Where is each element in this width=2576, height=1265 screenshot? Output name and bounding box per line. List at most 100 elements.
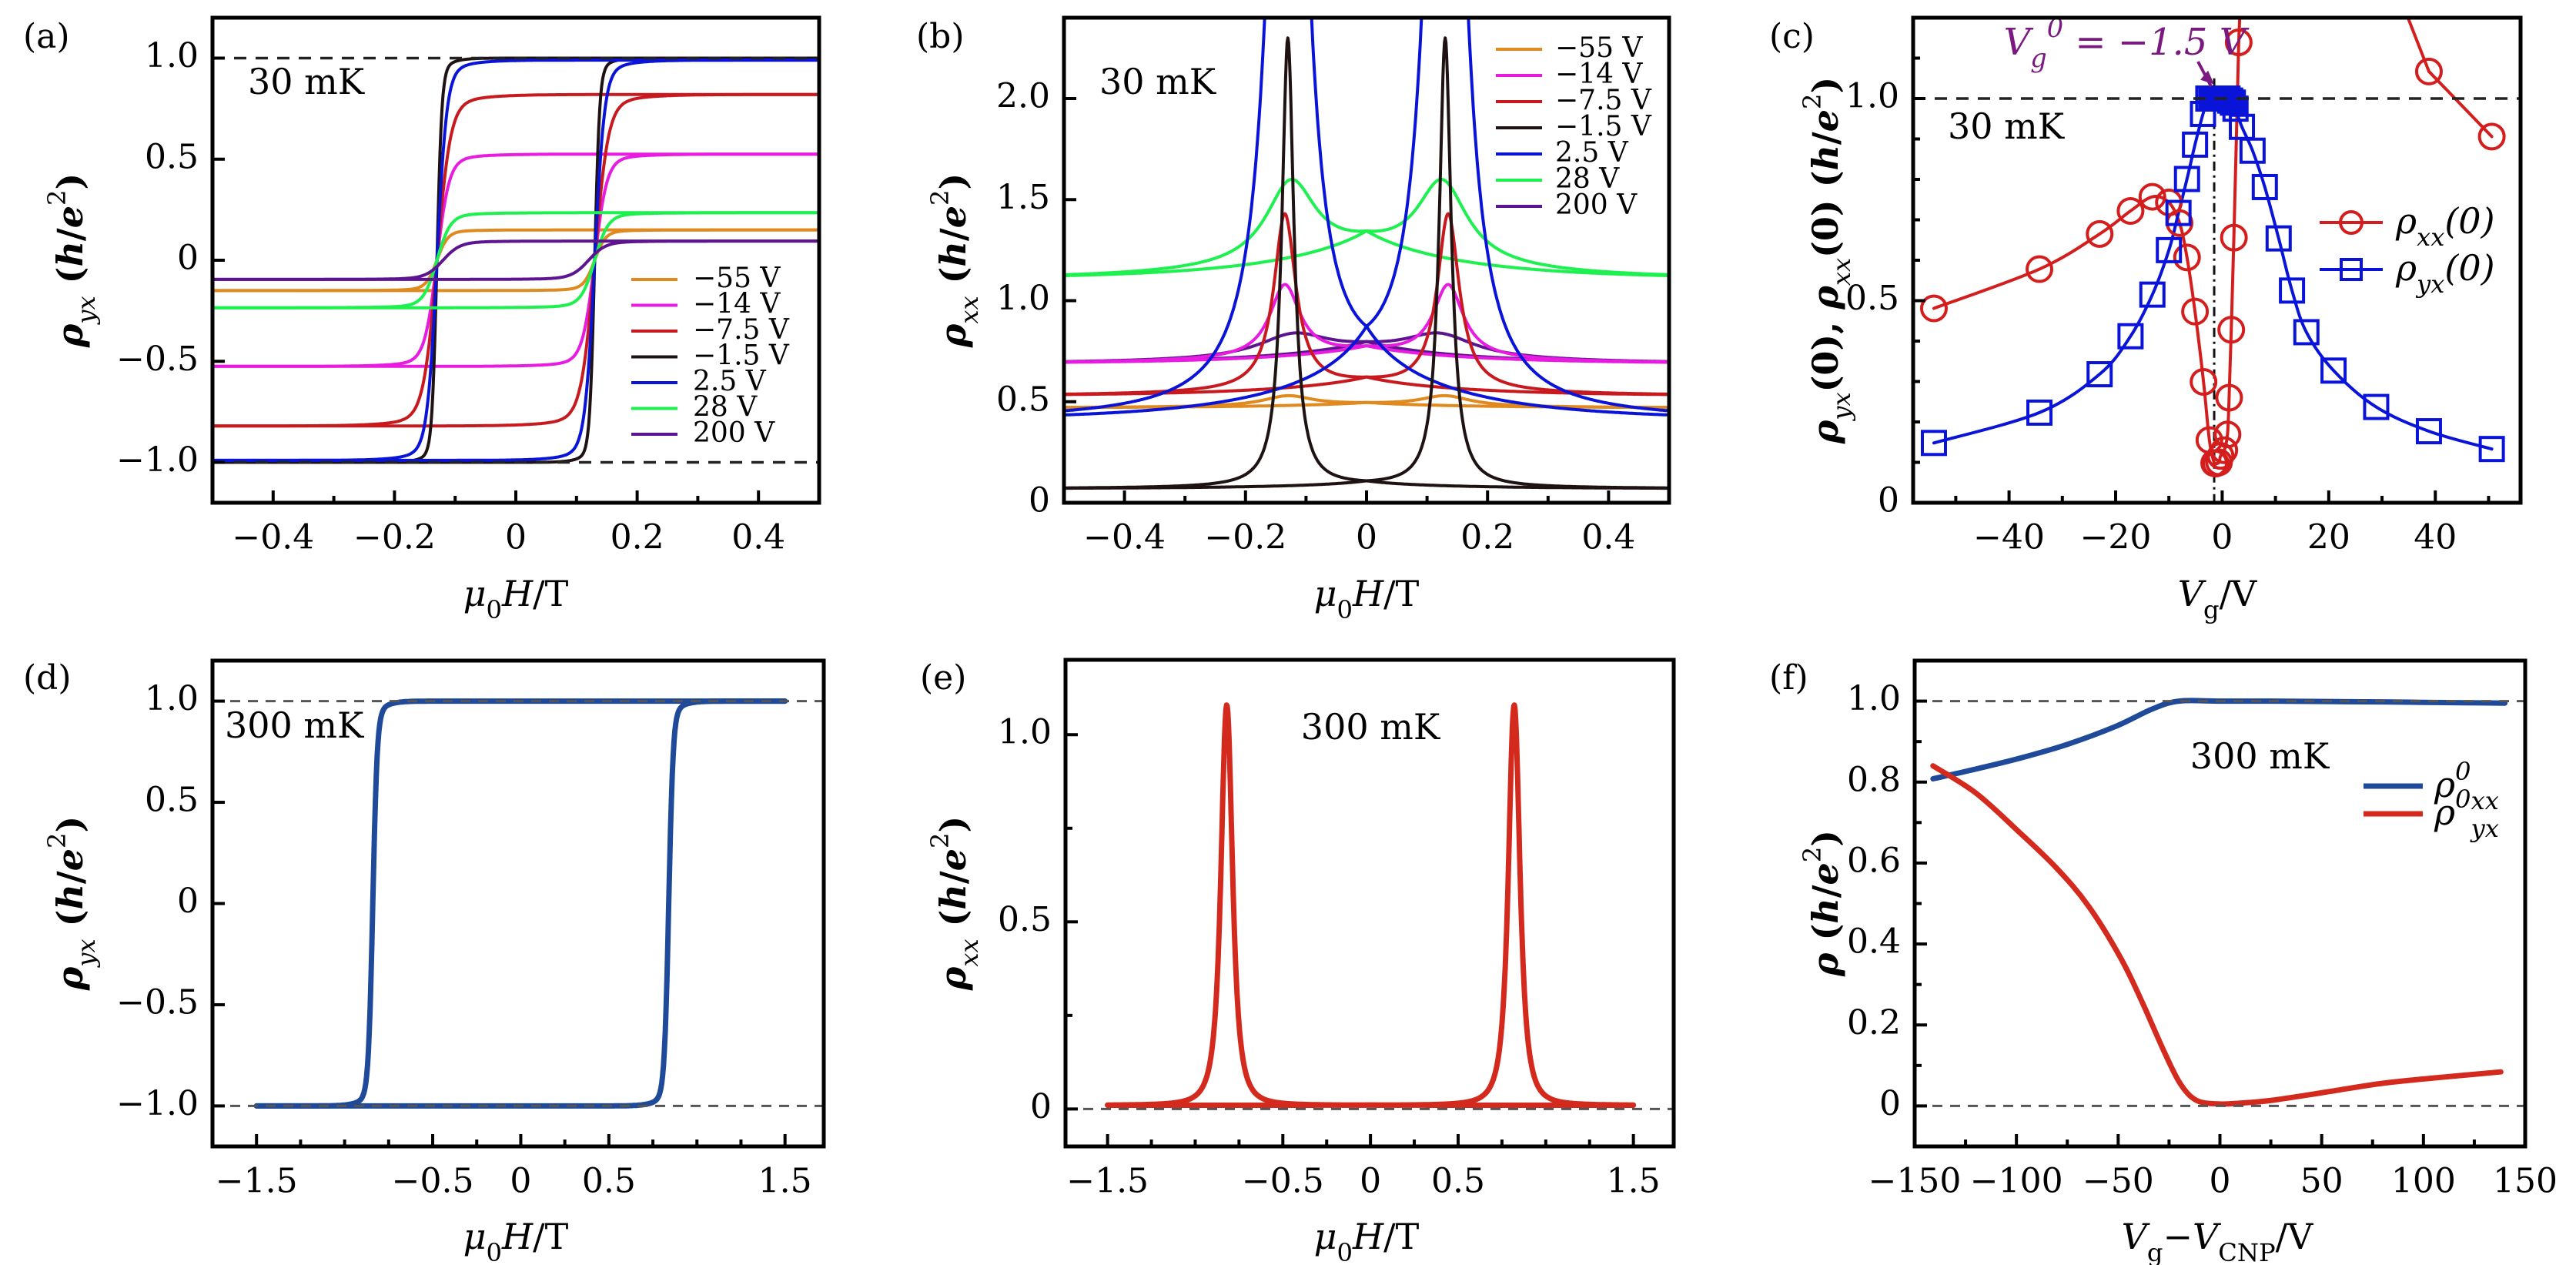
rho-yx0-marker	[2293, 319, 2320, 346]
legend-label: ρxx(0)	[2395, 200, 2495, 252]
series-yx-down-sweep	[253, 698, 788, 1109]
legend-label: 2.5 V	[1555, 137, 1629, 169]
panel-label: (d)	[23, 658, 72, 698]
y-tick-label: 0	[1030, 1087, 1052, 1126]
y-tick-label: 1.0	[998, 713, 1052, 752]
rho-xx0-marker	[2190, 368, 2218, 397]
x-tick-label: 20	[2307, 518, 2350, 557]
plot-area	[1105, 702, 1637, 1108]
plot-area	[212, 56, 819, 464]
temperature-annotation: 30 mK	[1948, 105, 2066, 147]
temperature-annotation: 300 mK	[2190, 735, 2330, 777]
series-−55V-down-sweep	[1064, 393, 1669, 410]
rho-yx0-marker	[2478, 436, 2505, 463]
rho-yx0-marker	[2117, 323, 2144, 350]
x-tick-label: −100	[1970, 1162, 2063, 1201]
panel-f: −150 −100 −50 0 50 100 150 0 0.2 0.4 0.6 0.8 1.0 Vg−V…	[1769, 658, 2558, 1265]
y-tick-label: 1.0	[145, 36, 199, 75]
x-tick-label: 0	[505, 518, 527, 557]
x-tick-label: 0.2	[611, 518, 664, 557]
axes-frame	[1912, 658, 2527, 1149]
y-tick-label: 0	[1878, 481, 1899, 520]
panel-label: (a)	[23, 17, 70, 56]
y-tick-label: 1.0	[996, 279, 1050, 318]
legend-label: −14 V	[1555, 59, 1643, 90]
temperature-annotation: 300 mK	[1301, 706, 1441, 748]
x-tick-label: 0	[2210, 1162, 2231, 1201]
rho-yx0-marker	[2279, 277, 2306, 304]
x-tick-label: 0.5	[582, 1162, 636, 1201]
y-tick-label: −1.0	[116, 440, 199, 480]
x-tick-label: −0.4	[232, 518, 314, 557]
series-2.5V-down-sweep	[1064, 18, 1669, 417]
series-rho-xx-up-sweep	[1105, 702, 1637, 1108]
x-tick-label: 1.5	[1607, 1162, 1661, 1201]
series-−1.5V-down-sweep	[1064, 36, 1669, 490]
x-tick-label: −50	[2083, 1162, 2154, 1201]
rho-xx0-marker	[2138, 182, 2166, 211]
panel-d: −1.5 −0.5 0 0.5 1.5 −1.0 −0.5 0 0.5 1.0 μ0H/T ρyx (…	[23, 658, 826, 1265]
y-axis-title: ρxx (h/e2)	[925, 173, 984, 348]
rho-yx0-marker	[2165, 199, 2192, 226]
rho-xx0-marker	[2173, 243, 2201, 272]
plot-area	[1919, 18, 2506, 503]
x-tick-label: 0	[1356, 518, 1377, 557]
x-tick-label: −1.5	[1066, 1162, 1149, 1201]
x-tick-label: 100	[2391, 1162, 2456, 1201]
legend-label: −1.5 V	[1555, 111, 1652, 142]
x-tick-label: 0	[2211, 518, 2233, 557]
y-tick-label: 0	[1029, 481, 1050, 520]
x-axis-title: μ0H/T	[1314, 1216, 1420, 1265]
x-tick-label: 150	[2493, 1162, 2558, 1201]
legend-label: ρ0xx	[2434, 757, 2499, 815]
y-tick-label: 1.0	[145, 679, 199, 718]
x-tick-label: −1.5	[216, 1162, 298, 1201]
x-tick-label: −0.5	[1242, 1162, 1324, 1201]
rho-yx0-marker	[2173, 166, 2200, 192]
panel-label: (b)	[916, 17, 965, 56]
series-yx-up-sweep	[253, 698, 788, 1109]
series-28V-down-sweep	[1064, 177, 1669, 277]
legend-label: −1.5 V	[693, 340, 790, 372]
x-tick-label: 0.4	[1581, 518, 1635, 557]
rho-xx0-marker	[2477, 122, 2506, 151]
rho-yx0-marker	[2320, 357, 2347, 384]
series-rho-xx0-line-offscale	[2236, 18, 2430, 73]
legend-label: −14 V	[693, 289, 781, 320]
series-−14V-up-sweep	[1064, 283, 1669, 364]
rho-xx0-marker	[2217, 316, 2246, 344]
rho-yx0-marker	[2415, 418, 2442, 445]
plot-area	[253, 698, 788, 1109]
rho-xx0-marker	[2215, 383, 2243, 412]
y-tick-label: 1.5	[996, 178, 1050, 217]
x-tick-label: 40	[2414, 518, 2457, 557]
rho-yx0-marker	[2222, 95, 2249, 122]
y-tick-label: 0.5	[996, 380, 1050, 419]
y-tick-label: 0	[177, 882, 199, 921]
series-−7.5V-up-sweep	[1064, 212, 1669, 397]
x-tick-label: −0.2	[353, 518, 436, 557]
series-rho-xx-down-sweep	[1105, 702, 1637, 1108]
series-rho0-yx-line	[1930, 763, 2504, 1107]
series-2.5V-down-sweep	[212, 59, 819, 462]
legend: ρxx(0)ρyx(0)	[2320, 200, 2495, 299]
x-tick-label: 1.5	[758, 1162, 812, 1201]
y-tick-label: 0.4	[1847, 922, 1901, 962]
x-tick-label: −0.2	[1204, 518, 1286, 557]
y-tick-label: 0.5	[145, 137, 199, 176]
legend-label: 200 V	[693, 417, 775, 449]
series-200V-down-sweep	[212, 239, 819, 281]
rho-yx0-marker	[2251, 173, 2278, 200]
x-tick-label: 0.2	[1460, 518, 1514, 557]
y-tick-label: 0.5	[145, 781, 199, 820]
x-axis-title: Vg−VCNP/V	[2122, 1216, 2314, 1265]
series-28V-down-sweep	[212, 211, 819, 310]
y-axis-title: ρyx (h/e2)	[42, 173, 101, 349]
rho-xx0-marker	[2220, 223, 2248, 252]
x-tick-label: 0	[1360, 1162, 1381, 1201]
y-axis-title: ρ (h/e2)	[1798, 830, 1847, 977]
x-tick-label: 0	[510, 1162, 531, 1201]
